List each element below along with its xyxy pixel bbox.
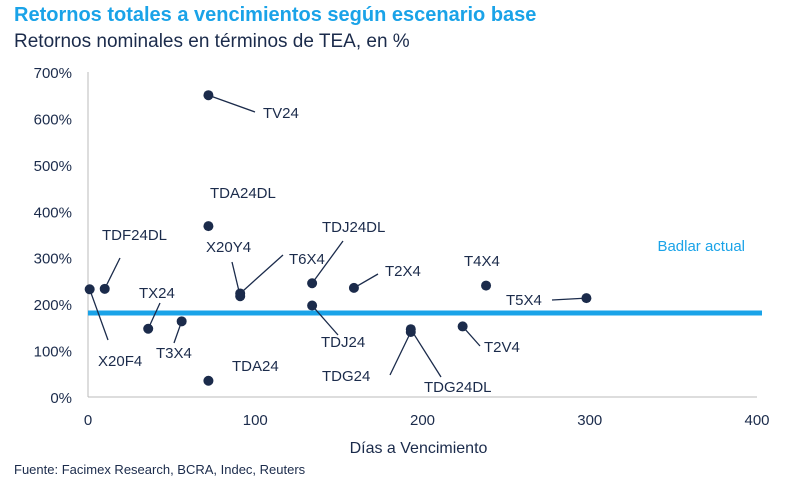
point-label: TDA24 bbox=[232, 358, 279, 375]
y-tick-label: 100% bbox=[34, 344, 72, 361]
data-point bbox=[84, 284, 95, 295]
point-label: TDJ24 bbox=[321, 334, 365, 351]
y-tick-label: 200% bbox=[34, 297, 72, 314]
leader-line bbox=[389, 331, 412, 376]
x-axis-title: Días a Vencimiento bbox=[350, 440, 488, 457]
source-note: Fuente: Facimex Research, BCRA, Indec, R… bbox=[14, 462, 306, 477]
point-label: T2X4 bbox=[385, 263, 421, 280]
y-tick-label: 400% bbox=[34, 204, 72, 221]
point-labels: TV24 TDA24DL TDA24 TDF24DL X20F4 TX24 T3X4 X20Y… bbox=[98, 105, 542, 396]
point-label: X20F4 bbox=[98, 353, 142, 370]
leader-line bbox=[239, 254, 284, 294]
leader-line bbox=[311, 305, 339, 336]
leader-line bbox=[208, 94, 256, 113]
point-label: TDG24 bbox=[322, 368, 370, 385]
leader-line bbox=[104, 257, 121, 290]
x-tick-label: 400 bbox=[744, 412, 769, 429]
data-point bbox=[203, 221, 214, 232]
y-tick-label: 500% bbox=[34, 158, 72, 175]
data-point bbox=[235, 288, 246, 299]
data-point bbox=[348, 282, 359, 293]
data-point bbox=[203, 375, 214, 386]
point-label: TDJ24DL bbox=[322, 219, 385, 236]
y-tick-label: 600% bbox=[34, 111, 72, 128]
data-point bbox=[307, 300, 318, 311]
point-label: TV24 bbox=[263, 105, 299, 122]
y-tick-label: 0% bbox=[50, 390, 72, 407]
axes: 0% 100% 200% 300% 400% 500% 600% 700% 0 100 200 300… bbox=[34, 65, 770, 429]
point-label: TDF24DL bbox=[102, 227, 167, 244]
scatter-chart: 0% 100% 200% 300% 400% 500% 600% 700% 0 100 200 300… bbox=[34, 65, 770, 457]
leader-line bbox=[551, 297, 587, 301]
data-point bbox=[307, 278, 318, 289]
point-label: TDA24DL bbox=[210, 185, 276, 202]
point-label: T5X4 bbox=[506, 292, 542, 309]
data-point bbox=[99, 283, 110, 294]
x-tick-label: 0 bbox=[84, 412, 92, 429]
point-label: T6X4 bbox=[289, 251, 325, 268]
data-point bbox=[481, 280, 492, 291]
leader-line bbox=[89, 289, 109, 341]
point-label: T3X4 bbox=[156, 345, 192, 362]
data-point bbox=[405, 324, 416, 335]
point-label: T2V4 bbox=[484, 339, 520, 356]
chart-subtitle: Retornos nominales en términos de TEA, e… bbox=[14, 31, 410, 52]
data-points bbox=[84, 90, 592, 386]
y-tick-label: 300% bbox=[34, 251, 72, 268]
x-tick-label: 300 bbox=[577, 412, 602, 429]
point-label: X20Y4 bbox=[206, 239, 251, 256]
leader-line bbox=[311, 240, 344, 284]
reference-line-group: Badlar actual bbox=[88, 238, 762, 316]
y-tick-label: 700% bbox=[34, 65, 72, 82]
chart-title: Retornos totales a vencimientos según es… bbox=[14, 4, 537, 26]
point-label: T4X4 bbox=[464, 253, 500, 270]
data-point bbox=[143, 323, 154, 334]
x-tick-label: 200 bbox=[410, 412, 435, 429]
data-point bbox=[176, 316, 187, 327]
badlar-reference-label: Badlar actual bbox=[657, 238, 745, 255]
x-tick-label: 100 bbox=[243, 412, 268, 429]
data-point bbox=[203, 90, 214, 101]
leader-line bbox=[410, 328, 442, 378]
point-label: TDG24DL bbox=[424, 379, 492, 396]
data-point bbox=[581, 293, 592, 304]
data-point bbox=[457, 321, 468, 332]
point-label: TX24 bbox=[139, 285, 175, 302]
